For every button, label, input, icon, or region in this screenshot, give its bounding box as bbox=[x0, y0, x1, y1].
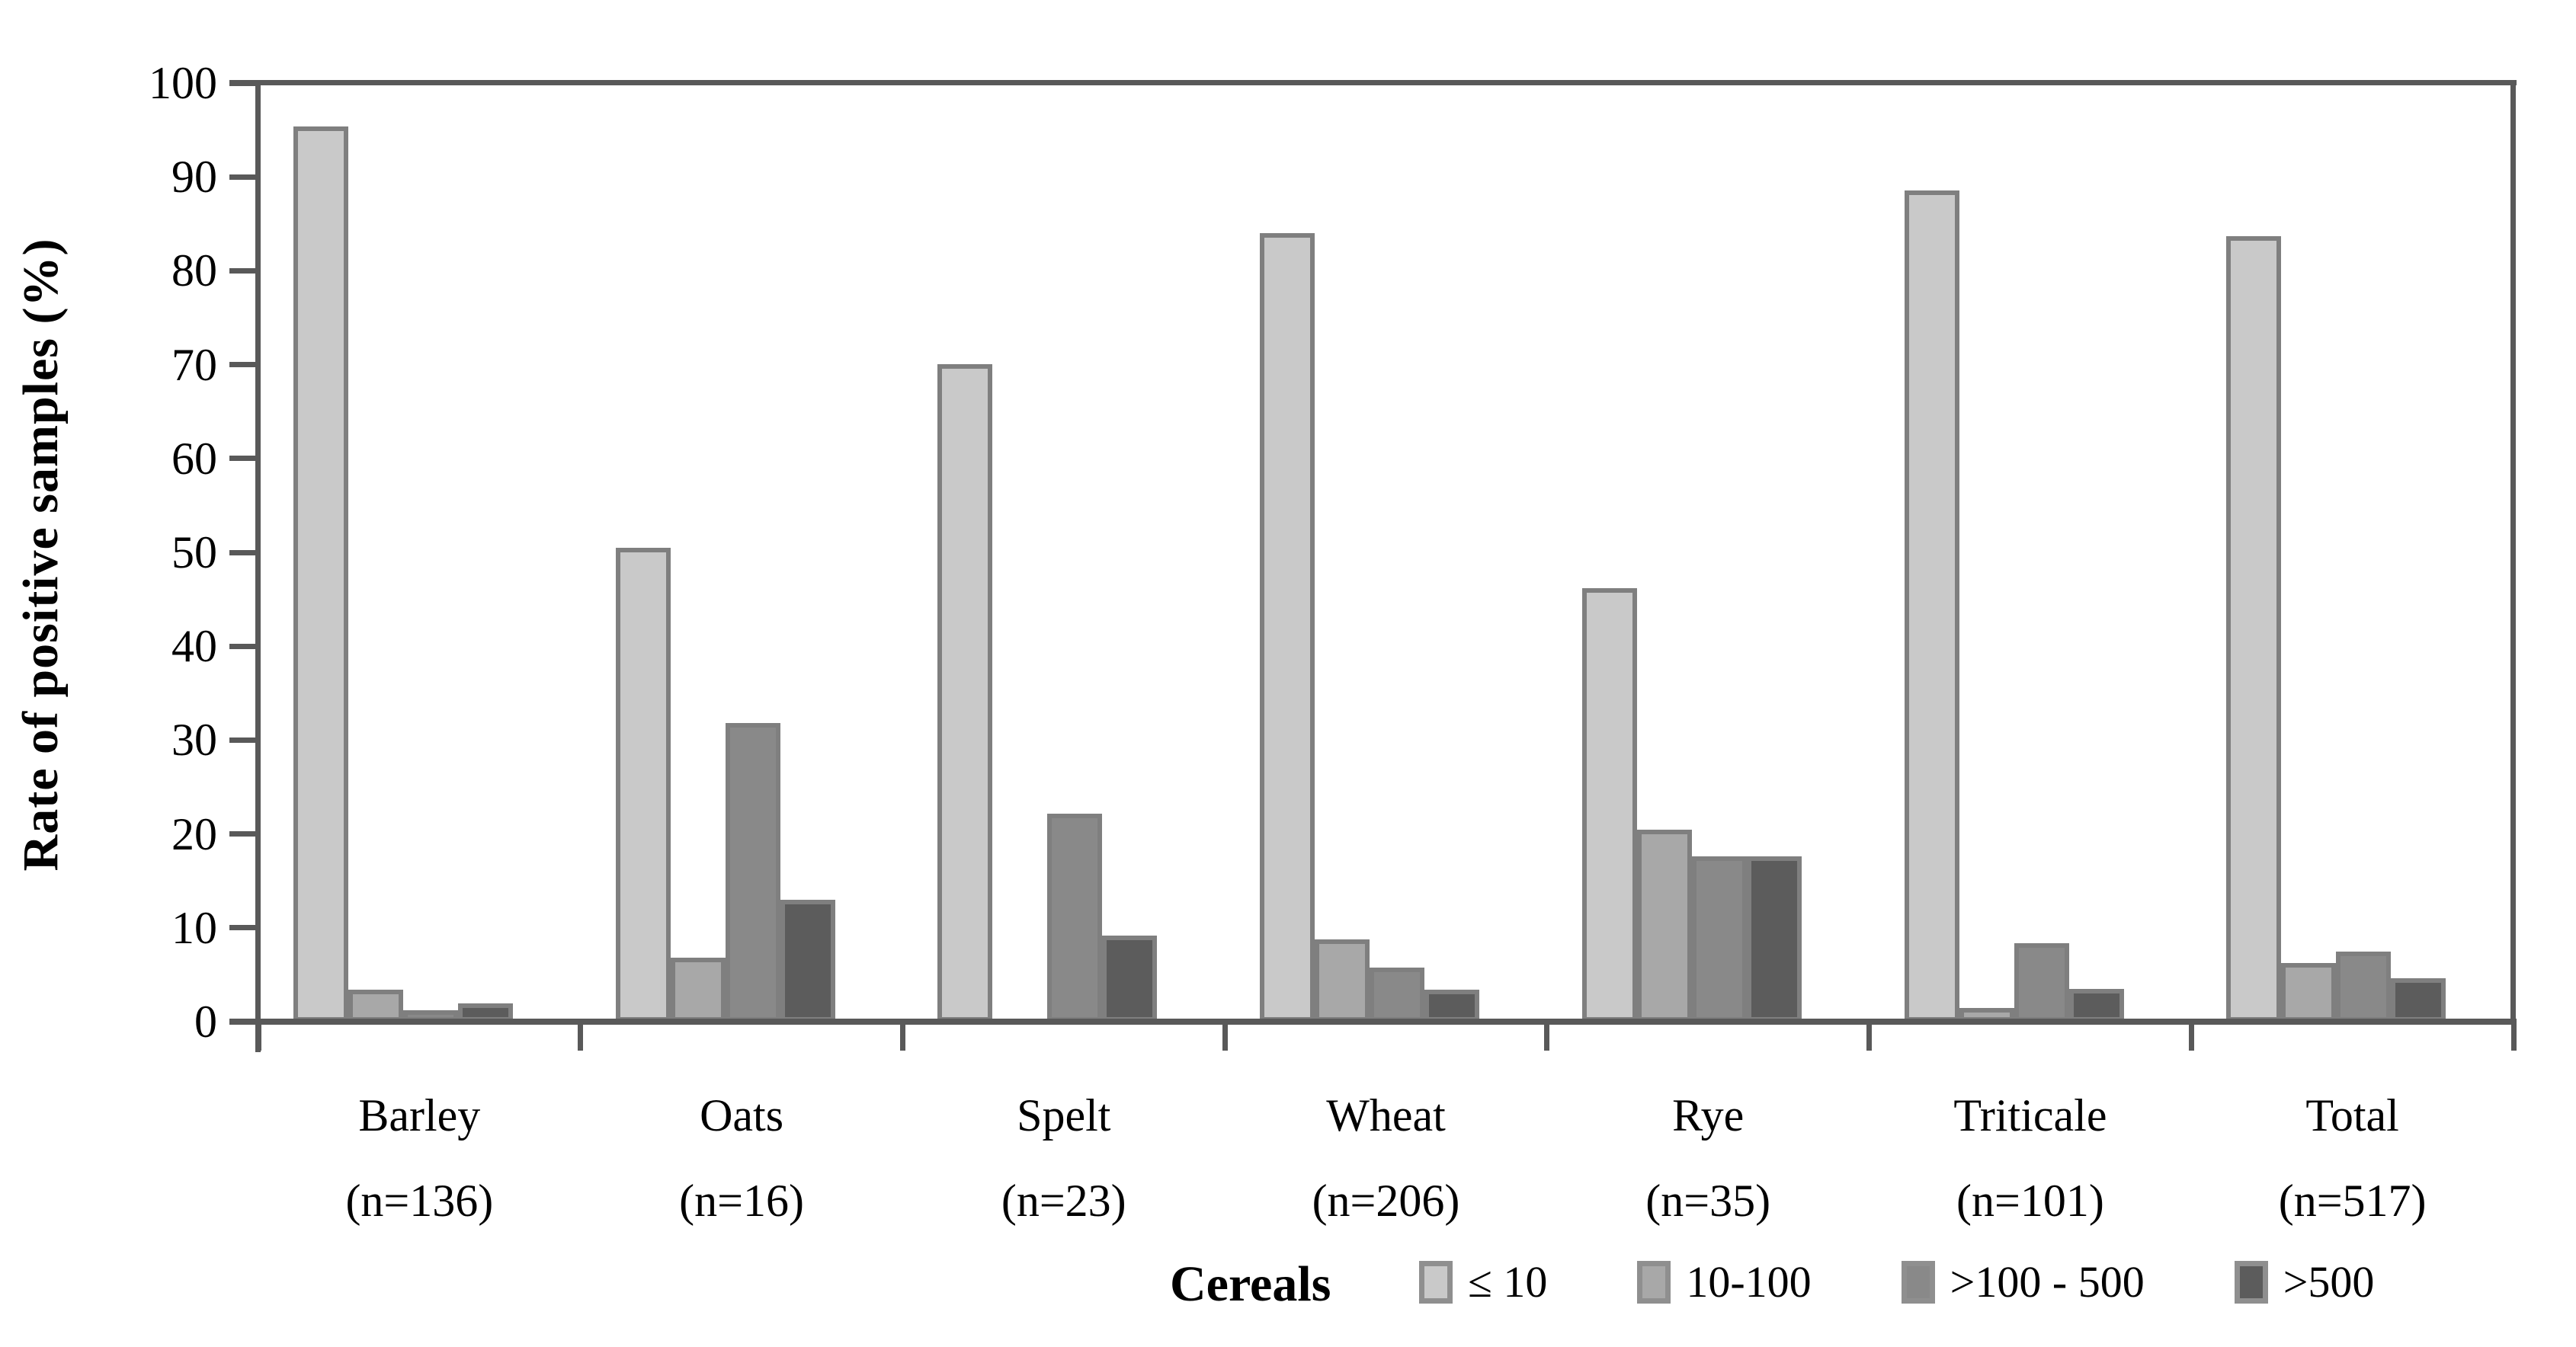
x-axis-title: Cereals bbox=[1170, 1256, 1331, 1312]
category-name: Triticale bbox=[1953, 1090, 2107, 1141]
legend-label: ≤ 10 bbox=[1468, 1257, 1548, 1307]
legend: ≤ 10 10-100 >100 - 500 >500 bbox=[1419, 1256, 2374, 1309]
bar-total-series-1 bbox=[2281, 962, 2337, 1022]
legend-item: ≤ 10 bbox=[1419, 1256, 1547, 1309]
category-label: Barley (n=136) bbox=[258, 1073, 581, 1243]
x-tick bbox=[255, 1022, 261, 1051]
category-label: Rye (n=35) bbox=[1547, 1073, 1870, 1243]
bar-spelt-series-0 bbox=[937, 363, 993, 1022]
bar-total-series-0 bbox=[2226, 235, 2282, 1022]
category-label: Spelt (n=23) bbox=[902, 1073, 1225, 1243]
bar-oats-series-3 bbox=[780, 900, 835, 1022]
category-label: Total (n=517) bbox=[2191, 1073, 2514, 1243]
category-label: Triticale (n=101) bbox=[1870, 1073, 2192, 1243]
legend-label: >100 - 500 bbox=[1950, 1257, 2145, 1307]
legend-label: >500 bbox=[2283, 1257, 2375, 1307]
y-tick bbox=[229, 80, 258, 86]
category-name: Spelt bbox=[1017, 1090, 1111, 1141]
category-label: Oats (n=16) bbox=[581, 1073, 903, 1243]
y-axis-line bbox=[255, 80, 261, 1052]
x-tick bbox=[1222, 1022, 1228, 1051]
bar-rye-series-1 bbox=[1636, 829, 1692, 1022]
category-sample-size: (n=136) bbox=[345, 1176, 494, 1226]
category-sample-size: (n=16) bbox=[679, 1176, 804, 1226]
y-tick-label: 30 bbox=[171, 715, 217, 766]
bar-barley-series-1 bbox=[348, 990, 403, 1022]
category-sample-size: (n=517) bbox=[2278, 1176, 2427, 1226]
y-tick bbox=[229, 362, 258, 368]
y-tick bbox=[229, 831, 258, 837]
category-sample-size: (n=35) bbox=[1645, 1176, 1771, 1226]
bar-wheat-series-2 bbox=[1370, 967, 1425, 1022]
category-name: Rye bbox=[1672, 1090, 1745, 1141]
bar-spelt-series-3 bbox=[1102, 935, 1158, 1022]
x-tick bbox=[2188, 1022, 2194, 1051]
plot-right-border bbox=[2510, 80, 2516, 1025]
bar-triticale-series-2 bbox=[2014, 942, 2069, 1022]
category-name: Barley bbox=[358, 1090, 481, 1141]
y-tick-label: 90 bbox=[171, 152, 217, 203]
y-tick bbox=[229, 174, 258, 180]
x-tick bbox=[578, 1022, 584, 1051]
legend-item: >500 bbox=[2234, 1256, 2375, 1309]
category-name: Total bbox=[2305, 1090, 2399, 1141]
category-sample-size: (n=206) bbox=[1312, 1176, 1460, 1226]
x-tick bbox=[1544, 1022, 1550, 1051]
bar-rye-series-0 bbox=[1581, 587, 1637, 1022]
bar-oats-series-2 bbox=[725, 723, 780, 1022]
category-sample-size: (n=101) bbox=[1956, 1176, 2104, 1226]
bar-wheat-series-1 bbox=[1315, 939, 1370, 1022]
legend-swatch bbox=[1637, 1261, 1671, 1304]
y-tick bbox=[229, 267, 258, 274]
y-tick bbox=[229, 925, 258, 931]
bar-rye-series-2 bbox=[1691, 856, 1747, 1022]
y-tick bbox=[229, 456, 258, 462]
bar-rye-series-3 bbox=[1746, 856, 1802, 1022]
y-tick-label: 70 bbox=[171, 339, 217, 390]
y-tick-label: 100 bbox=[149, 58, 217, 108]
legend-swatch bbox=[2234, 1261, 2268, 1304]
y-tick-label: 20 bbox=[171, 808, 217, 859]
bar-wheat-series-3 bbox=[1424, 990, 1480, 1022]
category-name: Oats bbox=[700, 1090, 784, 1141]
legend-label: 10-100 bbox=[1686, 1257, 1812, 1307]
bar-barley-series-0 bbox=[293, 126, 348, 1022]
x-tick bbox=[899, 1022, 905, 1051]
y-tick-label: 0 bbox=[194, 997, 217, 1047]
y-tick bbox=[229, 737, 258, 743]
y-tick-label: 10 bbox=[171, 902, 217, 953]
bar-oats-series-0 bbox=[615, 548, 671, 1022]
y-tick-label: 80 bbox=[171, 245, 217, 296]
bar-total-series-2 bbox=[2336, 951, 2392, 1022]
legend-swatch bbox=[1901, 1261, 1935, 1304]
x-tick bbox=[2510, 1022, 2517, 1051]
bar-wheat-series-0 bbox=[1260, 233, 1315, 1022]
category-label: Wheat (n=206) bbox=[1225, 1073, 1547, 1243]
plot-top-border bbox=[229, 80, 2517, 85]
bar-spelt-series-2 bbox=[1047, 813, 1103, 1022]
bar-triticale-series-3 bbox=[2068, 989, 2124, 1022]
y-tick-label: 60 bbox=[171, 433, 217, 484]
x-axis-line bbox=[229, 1019, 2517, 1025]
y-axis-title: Rate of positive samples (%) bbox=[13, 238, 69, 872]
category-sample-size: (n=23) bbox=[1001, 1176, 1126, 1226]
bar-oats-series-1 bbox=[670, 958, 726, 1022]
bar-total-series-3 bbox=[2391, 978, 2446, 1022]
category-name: Wheat bbox=[1326, 1090, 1446, 1141]
legend-item: >100 - 500 bbox=[1901, 1256, 2145, 1309]
y-tick bbox=[229, 549, 258, 555]
bar-triticale-series-0 bbox=[1904, 190, 1959, 1022]
y-tick-label: 50 bbox=[171, 527, 217, 578]
x-tick bbox=[1866, 1022, 1873, 1051]
legend-item: 10-100 bbox=[1637, 1256, 1812, 1309]
y-tick-label: 40 bbox=[171, 621, 217, 672]
y-tick bbox=[229, 1019, 258, 1025]
y-tick bbox=[229, 643, 258, 649]
legend-swatch bbox=[1419, 1261, 1453, 1304]
